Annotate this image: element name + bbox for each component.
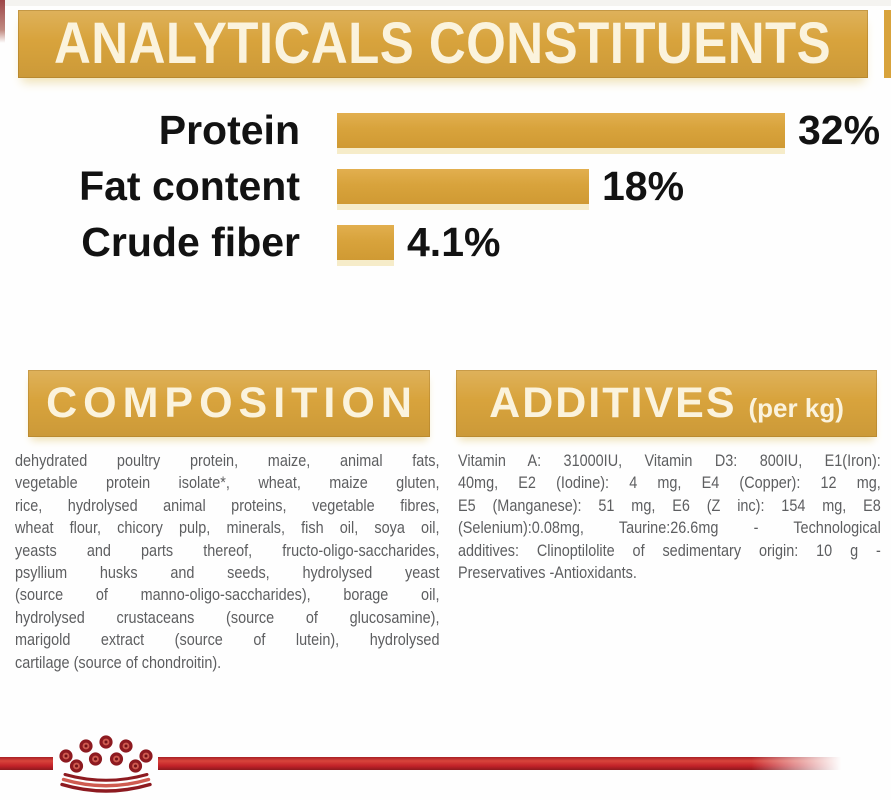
composition-line: dehydrated poultry protein, maize, anima… — [15, 451, 440, 470]
composition-title: COMPOSITION — [46, 379, 418, 427]
chart-bar — [337, 113, 785, 148]
composition-line: psyllium husks and seeds, hydrolysed yea… — [15, 562, 440, 582]
footer-stripe-left — [0, 757, 53, 770]
composition-line: hydrolysed crustaceans (source of glucos… — [15, 607, 440, 627]
chart-value-label: 18% — [602, 163, 685, 209]
composition-line: wheat flour, chicory pulp, minerals, fis… — [15, 518, 440, 538]
additives-line: E5 (Manganese): 51 mg, E6 (Z inc): 154 m… — [458, 495, 881, 515]
composition-line: rice, hydrolysed animal proteins, vegeta… — [15, 495, 440, 515]
composition-line: marigold extract (source of lutein), hyd… — [15, 630, 440, 650]
additives-line: Preservatives -Antioxidants. — [458, 562, 637, 582]
composition-line: cartilage (source of chondroitin). — [15, 652, 222, 672]
composition-line: vegetable protein isolate*, wheat, maize… — [15, 473, 440, 493]
composition-line: yeasts and parts thereof, fructo-oligo-s… — [15, 540, 440, 560]
chart-bar — [337, 225, 394, 260]
additives-header: ADDITIVES (per kg) — [456, 370, 877, 437]
chart-value-label: 32% — [798, 107, 881, 153]
additives-text: Vitamin A: 31000IU, Vitamin D3: 800IU, E… — [458, 450, 881, 584]
composition-line: (source of manno-oligo-saccharides), bor… — [15, 585, 440, 605]
banner-wrap-sliver — [884, 10, 891, 78]
composition-text: dehydrated poultry protein, maize, anima… — [15, 450, 440, 674]
analytical-constituents-banner: ANALYTICALS CONSTITUENTS — [18, 10, 868, 78]
photo-top-edge — [0, 0, 891, 6]
additives-per-kg-label: (per kg) — [748, 393, 844, 423]
composition-header: COMPOSITION — [28, 370, 430, 437]
chart-value-label: 4.1% — [407, 219, 501, 265]
footer-stripe-right — [158, 757, 848, 770]
additives-line: 40mg, E2 (Iodine): 4 mg, E4 (Copper): 12… — [458, 473, 881, 493]
additives-line: additives: Clinoptilolite of sedimentary… — [458, 540, 881, 560]
royal-canin-crown-icon — [59, 735, 153, 793]
chart-category-label: Protein — [158, 107, 300, 153]
chart-category-label: Fat content — [79, 163, 300, 209]
chart-category-label: Crude fiber — [81, 219, 300, 265]
additives-line: (Selenium):0.08mg, Taurine:26.6mg - Tech… — [458, 518, 881, 538]
additives-title: ADDITIVES — [489, 379, 737, 427]
package-edge-mark — [0, 0, 5, 43]
banner-title: ANALYTICALS CONSTITUENTS — [54, 11, 832, 76]
chart-bar — [337, 169, 589, 204]
additives-line: Vitamin A: 31000IU, Vitamin D3: 800IU, E… — [458, 451, 881, 470]
